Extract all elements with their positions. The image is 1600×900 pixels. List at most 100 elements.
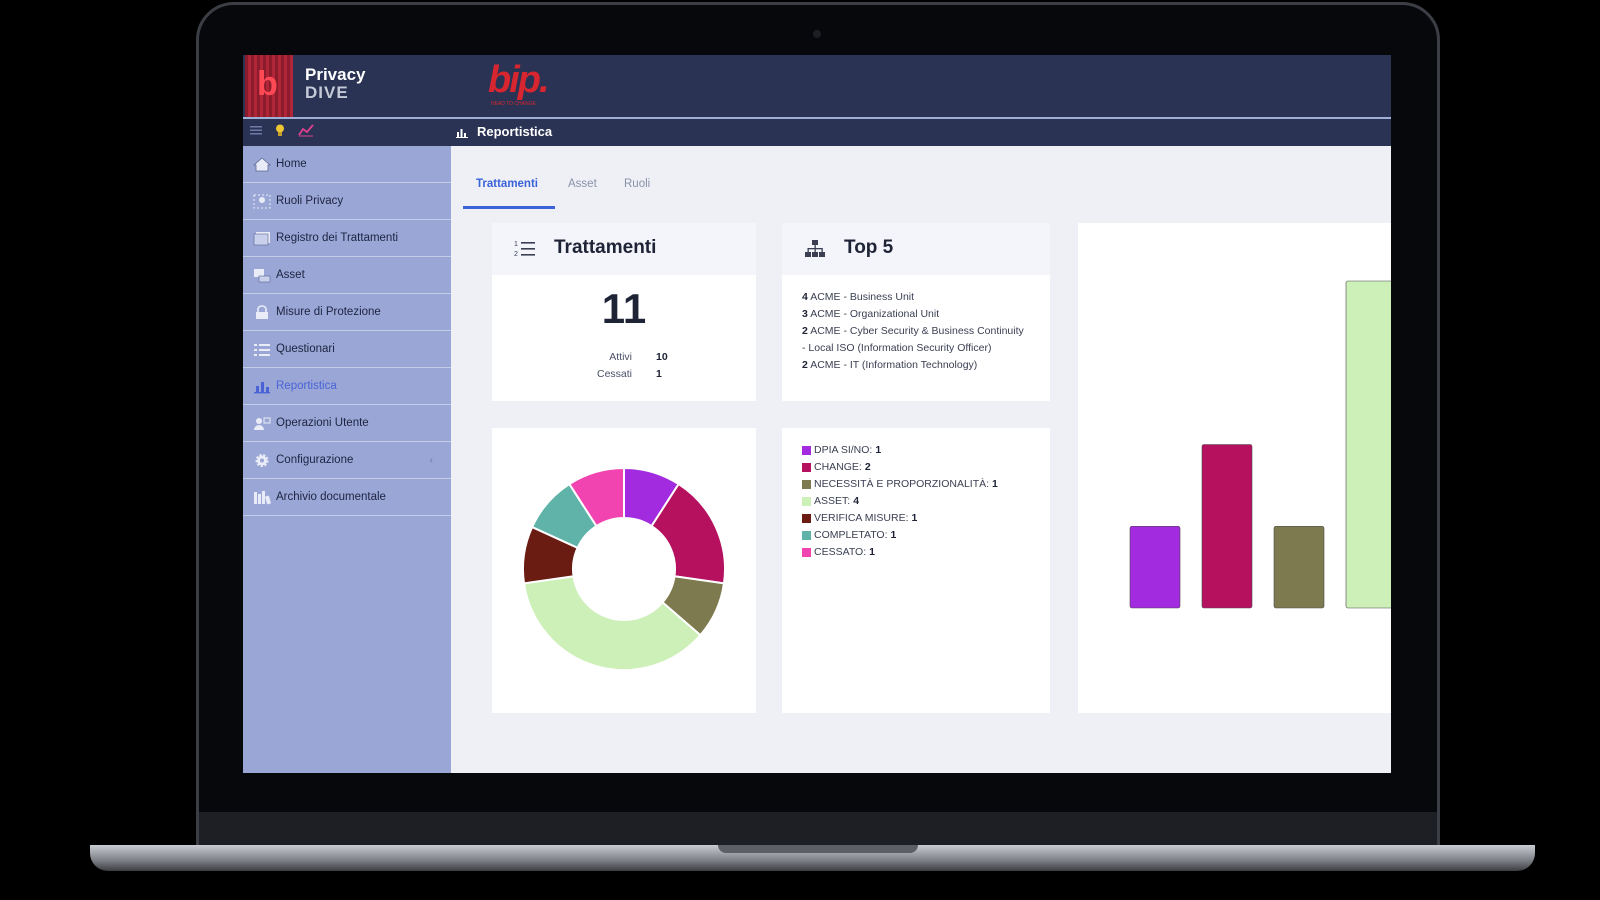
donut-slice[interactable] bbox=[522, 575, 702, 671]
sidebar-item-registro-dei-trattamenti[interactable]: Registro dei Trattamenti bbox=[243, 220, 451, 257]
main-content: Trattamenti Asset Ruoli 1 2 Trattamenti … bbox=[451, 146, 1391, 773]
sidebar: Home Ruoli Privacy Registro dei Trattament… bbox=[243, 146, 451, 773]
lock-icon bbox=[252, 304, 272, 320]
legend-item[interactable]: DPIA SI/NO: 1 bbox=[802, 442, 998, 459]
tab-asset[interactable]: Asset bbox=[568, 178, 597, 190]
roles-icon bbox=[252, 193, 272, 209]
legend-item[interactable]: ASSET: 4 bbox=[802, 493, 998, 510]
top5-text: ACME - Organizational Unit bbox=[810, 308, 940, 320]
legend-swatch bbox=[802, 531, 811, 540]
legend-value: 1 bbox=[869, 546, 875, 558]
brand-name: Privacy bbox=[305, 65, 366, 84]
app-header: b Privacy DIVE bip. HEAD TO CHANGE bbox=[243, 55, 1391, 117]
register-icon bbox=[252, 230, 272, 246]
donut-chart bbox=[522, 466, 726, 671]
trattamenti-total: 11 bbox=[601, 285, 647, 332]
page-title: Reportistica bbox=[477, 124, 553, 139]
top5-title: Top 5 bbox=[844, 237, 894, 258]
top5-count: 3 bbox=[802, 308, 808, 320]
top5-card-header: Top 5 bbox=[782, 223, 1050, 275]
legend-card: DPIA SI/NO: 1 CHANGE: 2 NECESSITÀ E PROPORZI… bbox=[782, 428, 1050, 713]
sidebar-item-questionari[interactable]: Questionari bbox=[243, 331, 451, 368]
legend-swatch bbox=[802, 463, 811, 472]
bar-chart bbox=[1129, 280, 1391, 609]
menu-icon[interactable] bbox=[249, 123, 263, 137]
legend-item[interactable]: COMPLETATO: 1 bbox=[802, 527, 998, 544]
bar[interactable] bbox=[1201, 444, 1253, 609]
attivi-value: 10 bbox=[656, 351, 668, 363]
legend-value: 4 bbox=[853, 495, 860, 507]
top5-text: ACME - Business Unit bbox=[810, 291, 915, 303]
legend-value: 2 bbox=[864, 461, 871, 473]
tab-ruoli[interactable]: Ruoli bbox=[624, 178, 651, 190]
legend-label: DPIA SI/NO: bbox=[814, 444, 873, 456]
legend-swatch bbox=[802, 446, 811, 455]
legend-swatch bbox=[802, 480, 811, 489]
svg-text:2: 2 bbox=[514, 251, 518, 258]
top5-count: 2 bbox=[802, 359, 808, 371]
top5-count: 2 bbox=[802, 325, 808, 337]
archive-icon bbox=[252, 489, 272, 505]
legend-label: CESSATO: bbox=[814, 546, 867, 558]
cessati-label: Cessati bbox=[596, 368, 632, 380]
sidebar-item-misure-di-protezione[interactable]: Misure di Protezione bbox=[243, 294, 451, 331]
legend-swatch bbox=[802, 514, 811, 523]
sidebar-item-label: Home bbox=[276, 158, 307, 170]
legend-item[interactable]: NECESSITÀ E PROPORZIONALITÀ: 1 bbox=[802, 476, 998, 493]
org-chart-icon bbox=[805, 240, 825, 257]
top5-item: 2 ACME - Cyber Security & Business Conti… bbox=[802, 323, 1027, 357]
sidebar-item-ruoli-privacy[interactable]: Ruoli Privacy bbox=[243, 183, 451, 220]
laptop-notch bbox=[718, 845, 918, 853]
top5-item: 2 ACME - IT (Information Technology) bbox=[802, 357, 1027, 374]
sidebar-item-archivio-documentale[interactable]: Archivio documentale bbox=[243, 479, 451, 516]
sidebar-item-reportistica[interactable]: Reportistica bbox=[243, 368, 451, 405]
top5-text: ACME - IT (Information Technology) bbox=[810, 359, 978, 371]
laptop-chin bbox=[199, 812, 1437, 845]
tab-active-indicator bbox=[463, 206, 555, 209]
brand-subname: DIVE bbox=[305, 83, 349, 102]
top5-item: 4 ACME - Business Unit bbox=[802, 289, 1027, 306]
tab-trattamenti[interactable]: Trattamenti bbox=[476, 174, 538, 209]
legend-item[interactable]: CESSATO: 1 bbox=[802, 544, 998, 561]
bar-chart-card bbox=[1078, 223, 1391, 713]
bar[interactable] bbox=[1129, 525, 1181, 609]
legend-item[interactable]: CHANGE: 2 bbox=[802, 459, 998, 476]
legend-value: 1 bbox=[992, 478, 998, 490]
legend-item[interactable]: VERIFICA MISURE: 1 bbox=[802, 510, 998, 527]
donut-slice[interactable] bbox=[568, 466, 625, 528]
attivi-label: Attivi bbox=[609, 351, 632, 363]
cessati-value: 1 bbox=[656, 368, 662, 380]
top5-list: 4 ACME - Business Unit 3 ACME - Organiza… bbox=[802, 289, 1027, 374]
sidebar-item-operazioni-utente[interactable]: Operazioni Utente bbox=[243, 405, 451, 442]
sidebar-item-asset[interactable]: Asset bbox=[243, 257, 451, 294]
bar[interactable] bbox=[1273, 525, 1325, 609]
home-icon bbox=[252, 156, 272, 172]
partner-tagline: HEAD TO CHANGE bbox=[491, 101, 536, 107]
sidebar-item-label: Misure di Protezione bbox=[276, 306, 381, 318]
legend-label: CHANGE: bbox=[814, 461, 862, 473]
sidebar-item-home[interactable]: Home bbox=[243, 146, 451, 183]
bar[interactable] bbox=[1345, 280, 1391, 609]
legend-label: NECESSITÀ E PROPORZIONALITÀ: bbox=[814, 478, 990, 490]
sidebar-item-label: Registro dei Trattamenti bbox=[276, 232, 399, 244]
legend-swatch bbox=[802, 497, 811, 506]
user-icon bbox=[252, 415, 272, 431]
sidebar-item-label: Ruoli Privacy bbox=[276, 195, 344, 207]
trend-icon[interactable] bbox=[298, 123, 314, 137]
top5-text: ACME - Cyber Security & Business Continu… bbox=[802, 325, 1024, 354]
asset-icon bbox=[252, 267, 272, 283]
toolbar: Reportistica bbox=[243, 117, 1391, 146]
sidebar-item-label: Configurazione bbox=[276, 454, 354, 466]
lightbulb-icon[interactable] bbox=[273, 123, 287, 137]
chevron-left-icon[interactable]: ‹ bbox=[429, 454, 433, 466]
legend-value: 1 bbox=[890, 529, 897, 541]
legend-swatch bbox=[802, 548, 811, 557]
sidebar-item-configurazione[interactable]: Configurazione ‹ bbox=[243, 442, 451, 479]
legend-label: COMPLETATO: bbox=[814, 529, 888, 541]
top5-item: 3 ACME - Organizational Unit bbox=[802, 306, 1027, 323]
chart-icon bbox=[456, 129, 468, 138]
trattamenti-title: Trattamenti bbox=[554, 237, 657, 258]
app-logo-icon[interactable]: b bbox=[245, 55, 293, 117]
sidebar-item-label: Questionari bbox=[276, 343, 335, 355]
sidebar-item-label: Archivio documentale bbox=[276, 491, 386, 503]
